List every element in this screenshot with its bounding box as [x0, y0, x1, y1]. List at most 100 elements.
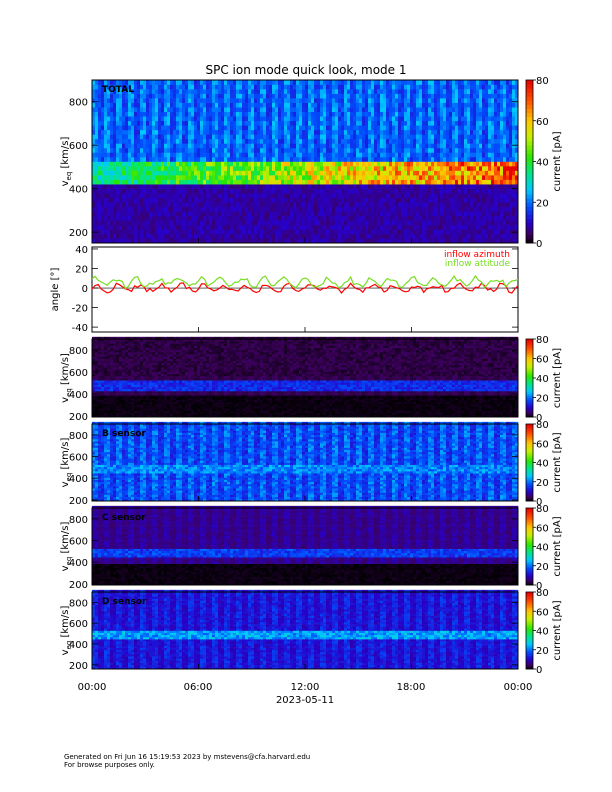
heatmap-cell — [287, 93, 291, 99]
heatmap-cell — [113, 152, 117, 158]
heatmap-cell — [197, 179, 201, 185]
heatmap-cell — [158, 93, 162, 99]
heatmap-cell — [368, 134, 372, 140]
heatmap-cell — [224, 129, 228, 135]
heatmap-cell — [416, 211, 420, 217]
heatmap-cell — [113, 238, 117, 244]
heatmap-cell — [485, 179, 489, 185]
heatmap-cell — [236, 111, 240, 117]
heatmap-cell — [446, 188, 450, 194]
heatmap-cell — [116, 233, 120, 239]
heatmap-cell — [317, 84, 321, 90]
heatmap-cell — [500, 224, 504, 230]
heatmap-cell — [479, 184, 483, 189]
heatmap-cell — [194, 143, 198, 149]
heatmap-cell — [275, 161, 279, 167]
heatmap-cell — [329, 179, 333, 185]
heatmap-cell — [371, 220, 375, 226]
heatmap-cell — [194, 156, 198, 162]
heatmap-cell — [107, 120, 111, 126]
heatmap-cell — [125, 233, 129, 239]
heatmap-cell — [296, 84, 300, 90]
heatmap-cell — [269, 134, 273, 140]
heatmap-cell — [431, 125, 435, 131]
heatmap-cell — [392, 224, 396, 230]
heatmap-cell — [374, 193, 378, 199]
heatmap-cell — [461, 161, 465, 167]
heatmap-cell — [107, 80, 111, 85]
heatmap-cell — [476, 102, 480, 108]
heatmap-cell — [476, 138, 480, 144]
heatmap-cell — [374, 233, 378, 239]
heatmap-cell — [356, 193, 360, 199]
heatmap-cell — [101, 134, 105, 140]
heatmap-cell — [209, 179, 213, 185]
heatmap-cell — [380, 233, 384, 239]
heatmap-cell — [380, 184, 384, 189]
heatmap-cell — [272, 215, 276, 221]
heatmap-cell — [449, 80, 453, 85]
heatmap-cell — [125, 179, 129, 185]
heatmap-cell — [188, 184, 192, 189]
heatmap-cell — [167, 107, 171, 112]
heatmap-cell — [266, 161, 270, 167]
heatmap-cell — [380, 152, 384, 158]
heatmap-cell — [485, 166, 489, 171]
heatmap-cell — [110, 134, 114, 140]
heatmap-cell — [269, 152, 273, 158]
heatmap-cell — [422, 224, 426, 230]
heatmap-cell — [158, 170, 162, 176]
heatmap-cell — [359, 229, 363, 235]
heatmap-cell — [245, 202, 249, 208]
heatmap-cell — [218, 238, 222, 244]
heatmap-cell — [245, 143, 249, 149]
heatmap-cell — [98, 238, 102, 244]
heatmap-cell — [215, 152, 219, 158]
heatmap-cell — [272, 147, 276, 153]
heatmap-cell — [221, 134, 225, 140]
heatmap-cell — [425, 107, 429, 112]
heatmap-cell — [428, 93, 432, 99]
heatmap-cell — [404, 111, 408, 117]
heatmap-cell — [362, 93, 366, 99]
heatmap-cell — [257, 238, 261, 244]
heatmap-cell — [437, 206, 441, 212]
heatmap-cell — [347, 215, 351, 221]
heatmap-cell — [233, 161, 237, 167]
heatmap-cell — [176, 89, 180, 94]
heatmap-cell — [485, 170, 489, 176]
heatmap-cell — [260, 233, 264, 239]
heatmap-cell — [272, 202, 276, 208]
heatmap-cell — [275, 102, 279, 108]
heatmap-cell — [260, 107, 264, 112]
heatmap-cell — [209, 206, 213, 212]
heatmap-cell — [170, 156, 174, 162]
heatmap-cell — [398, 134, 402, 140]
heatmap-cell — [341, 229, 345, 235]
heatmap-cell — [230, 111, 234, 117]
heatmap-cell — [386, 166, 390, 171]
heatmap-cell — [200, 98, 204, 103]
heatmap-cell — [365, 229, 369, 235]
heatmap-cell — [188, 125, 192, 131]
heatmap-cell — [254, 233, 258, 239]
heatmap-cell — [245, 98, 249, 103]
heatmap-cell — [503, 220, 507, 226]
heatmap-cell — [155, 202, 159, 208]
heatmap-cell — [419, 184, 423, 189]
heatmap-cell — [335, 238, 339, 244]
heatmap-cell — [350, 138, 354, 144]
heatmap-cell — [500, 107, 504, 112]
heatmap-cell — [218, 156, 222, 162]
heatmap-cell — [242, 138, 246, 144]
heatmap-cell — [212, 206, 216, 212]
heatmap-cell — [473, 193, 477, 199]
heatmap-cell — [362, 156, 366, 162]
heatmap-cell — [305, 206, 309, 212]
heatmap-cell — [125, 152, 129, 158]
heatmap-cell — [173, 102, 177, 108]
heatmap-cell — [416, 120, 420, 126]
heatmap-cell — [185, 184, 189, 189]
heatmap-cell — [125, 93, 129, 99]
heatmap-cell — [131, 193, 135, 199]
